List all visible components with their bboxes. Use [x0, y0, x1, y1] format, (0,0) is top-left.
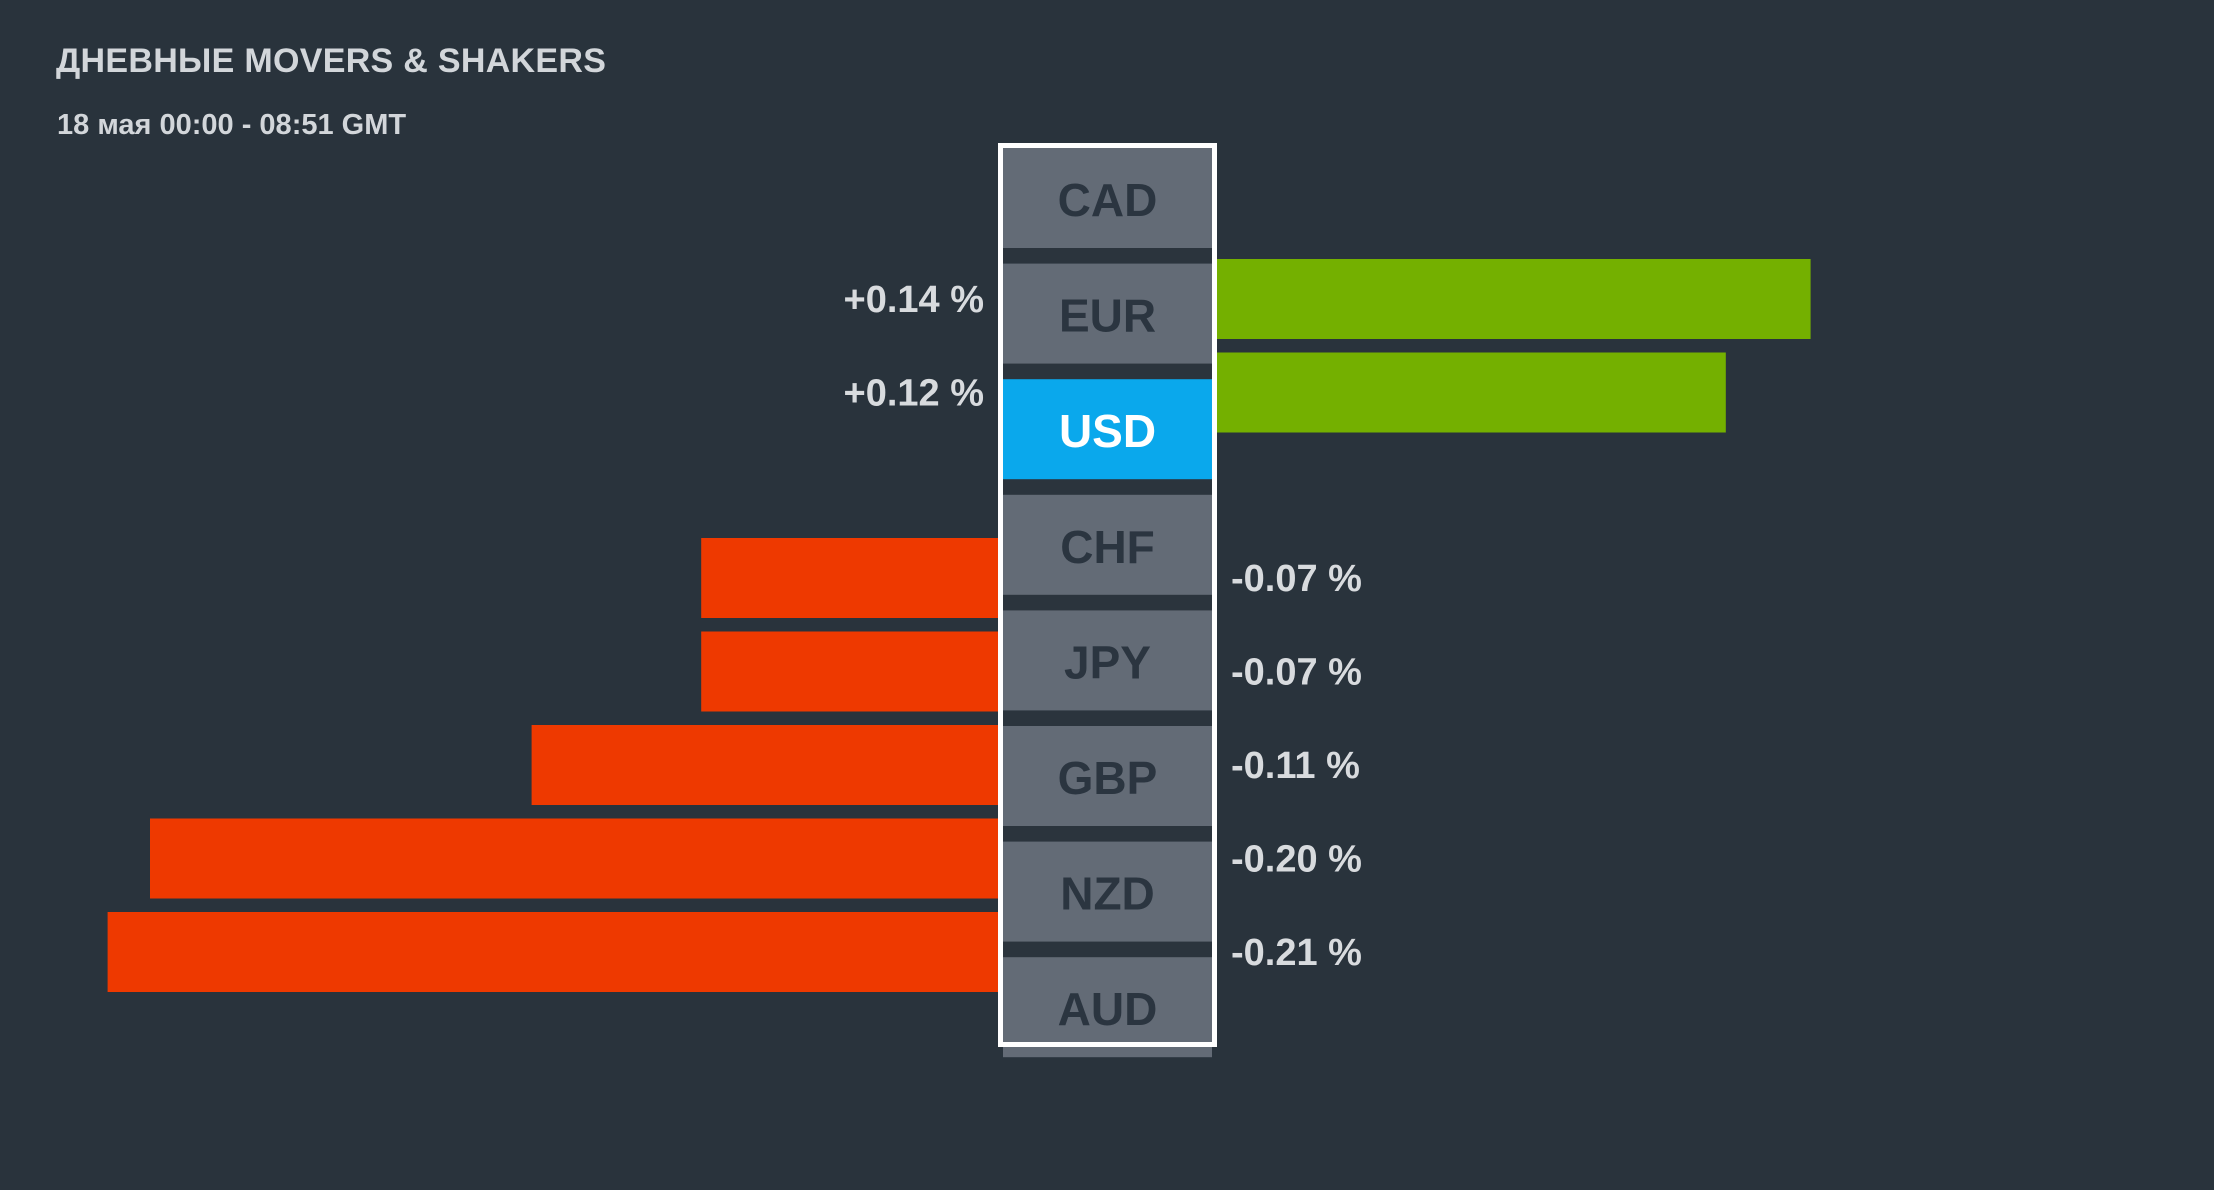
bar-usd	[1217, 352, 1726, 433]
currency-cell-aud: AUD	[1003, 957, 1212, 1058]
currency-cell-jpy: JPY	[1003, 610, 1212, 711]
bar-jpy	[701, 631, 998, 712]
currency-cell-background	[1003, 841, 1212, 942]
currency-label-nzd: NZD	[1060, 868, 1155, 920]
currency-cell-background	[1003, 494, 1212, 595]
currency-cell-eur: EUR	[1003, 263, 1212, 364]
bar-eur	[1217, 259, 1811, 339]
bar-chf	[701, 538, 998, 618]
currency-label-jpy: JPY	[1064, 636, 1151, 688]
value-label-jpy: -0.07 %	[1231, 652, 1362, 694]
value-label-nzd: -0.20 %	[1231, 839, 1362, 881]
currency-cell-background	[1003, 379, 1212, 480]
currency-label-gbp: GBP	[1058, 752, 1158, 804]
bar-gbp	[531, 725, 998, 805]
value-label-eur: +0.14 %	[844, 279, 985, 321]
bar-aud	[107, 912, 999, 992]
value-label-usd: +0.12 %	[844, 373, 985, 415]
currency-cell-chf: CHF	[1003, 494, 1212, 595]
currency-cell-background	[1003, 610, 1212, 711]
chart-title: ДНЕВНЫЕ MOVERS & SHAKERS	[56, 42, 607, 80]
currency-cell-background	[1003, 148, 1212, 248]
value-labels-layer: +0.14 % +0.12 % -0.07 % -0.07 % -0.11 % -0.20…	[844, 279, 1362, 974]
currency-cell-background	[1003, 957, 1212, 1058]
currency-label-aud: AUD	[1058, 983, 1158, 1035]
currency-label-cad: CAD	[1058, 174, 1158, 226]
currency-label-chf: CHF	[1060, 521, 1155, 573]
value-label-gbp: -0.11 %	[1231, 745, 1360, 787]
currency-cell-gbp: GBP	[1003, 726, 1212, 826]
chart-subtitle: 18 мая 00:00 - 08:51 GMT	[57, 109, 407, 141]
value-label-chf: -0.07 %	[1231, 558, 1362, 600]
currency-column-frame	[998, 143, 1217, 1047]
currency-cell-nzd: NZD	[1003, 841, 1212, 942]
currency-label-usd: USD	[1059, 405, 1156, 457]
bar-nzd	[150, 818, 998, 899]
value-label-aud: -0.21 %	[1231, 932, 1362, 974]
currency-cell-background	[1003, 263, 1212, 364]
currency-cell-background	[1003, 726, 1212, 826]
currency-cell-usd: USD	[1003, 379, 1212, 480]
bars-layer	[107, 259, 1811, 992]
currency-label-eur: EUR	[1059, 290, 1156, 342]
currency-cell-cad: CAD	[1003, 148, 1212, 248]
currency-column: CAD EUR USD CHF JPY GBP NZD AUD	[998, 143, 1217, 1058]
